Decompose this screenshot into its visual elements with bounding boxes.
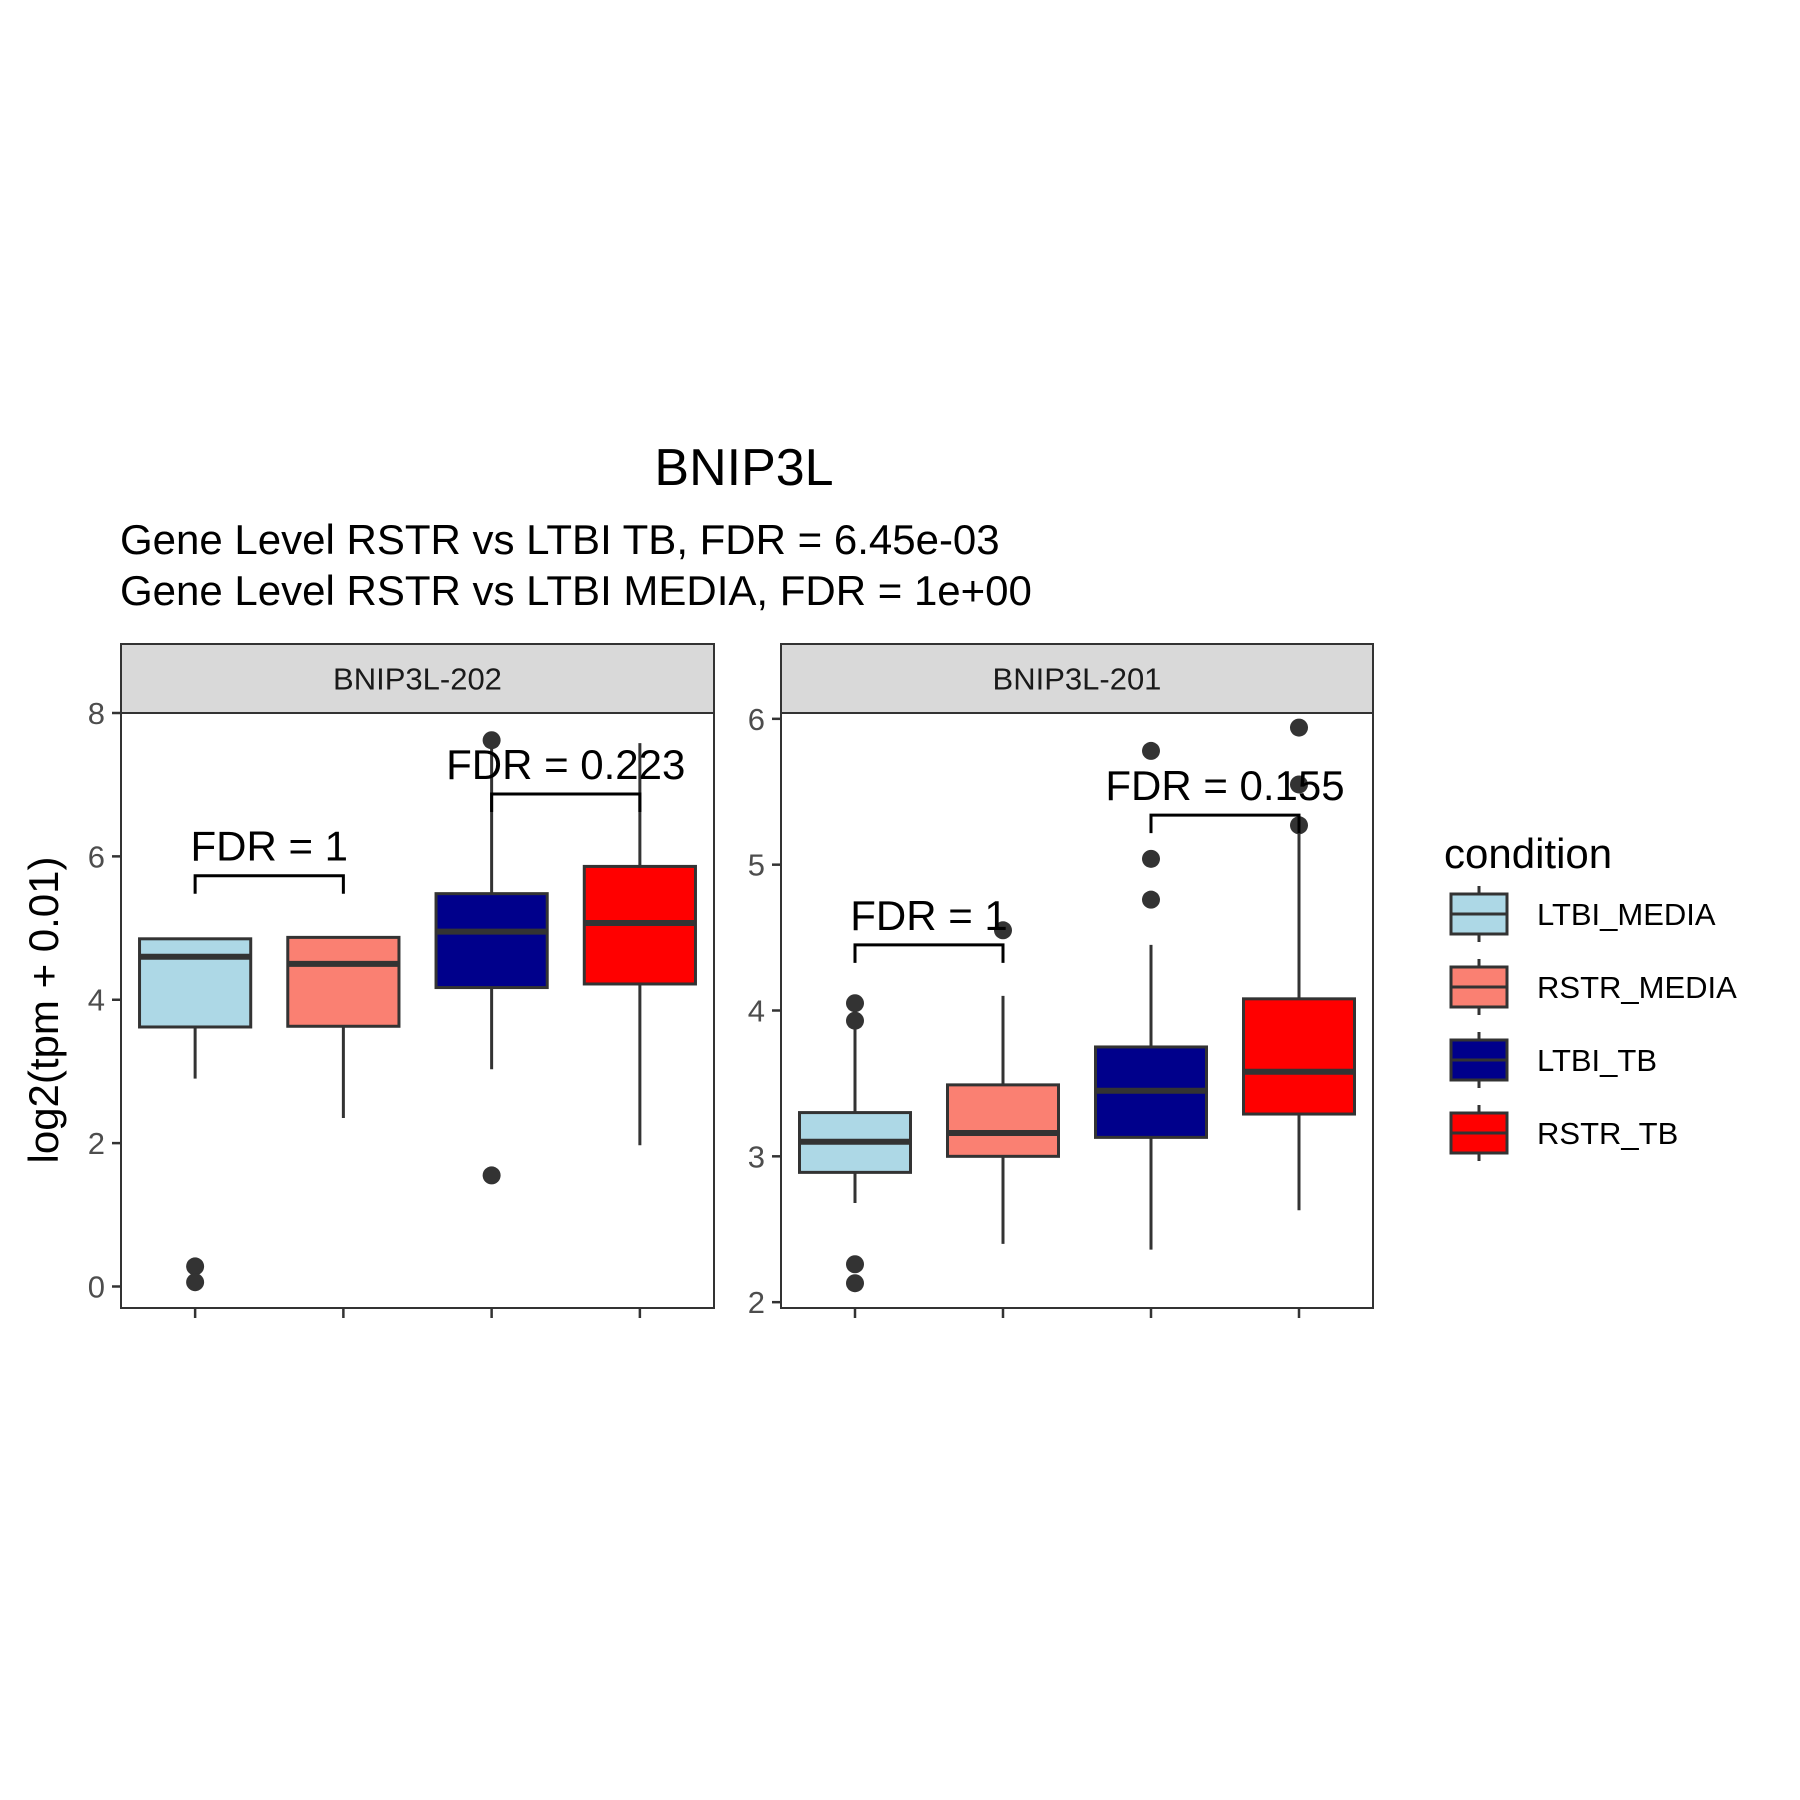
facet-strip (780, 643, 1374, 714)
box-LTBI_MEDIA (138, 937, 253, 1292)
y-tick-label: 8 (88, 696, 105, 731)
outlier-point (1142, 890, 1160, 909)
plot-subtitle-line-2: Gene Level RSTR vs LTBI MEDIA, FDR = 1e+… (120, 567, 1032, 614)
legend-key-RSTR_TB: RSTR_TB (1449, 1105, 1678, 1161)
outlier-point (846, 1274, 864, 1293)
outlier-point (994, 921, 1012, 940)
y-tick-label: 2 (88, 1126, 105, 1161)
outlier-point (482, 1166, 501, 1185)
outlier-point (846, 1255, 864, 1274)
bracket-line (1149, 813, 1301, 834)
outlier-point (186, 1273, 205, 1292)
box-iqr (1242, 997, 1356, 1116)
bracket-line (853, 943, 1005, 963)
facet-strip-label: BNIP3L-202 (333, 662, 502, 697)
comparison-bracket: FDR = 1 (190, 823, 348, 894)
facet-strip (120, 643, 715, 714)
bracket-line (193, 874, 345, 894)
plot-title: BNIP3L (654, 439, 833, 497)
y-tick-label: 6 (88, 839, 105, 874)
fdr-label: FDR = 0.223 (446, 741, 685, 788)
legend-key-LTBI_MEDIA: LTBI_MEDIA (1449, 886, 1716, 942)
y-tick-label: 6 (748, 702, 765, 737)
legend-label: RSTR_TB (1537, 1116, 1678, 1151)
outlier-point (1142, 741, 1160, 760)
fdr-label: FDR = 1 (850, 892, 1008, 939)
y-tick-label: 5 (748, 848, 765, 883)
box-LTBI_TB (1094, 741, 1208, 1250)
fdr-label: FDR = 0.155 (1105, 762, 1344, 809)
box-RSTR_MEDIA (286, 935, 401, 1119)
y-tick-label: 0 (88, 1269, 105, 1304)
outlier-point (482, 731, 501, 750)
legend-key-RSTR_MEDIA: RSTR_MEDIA (1449, 959, 1737, 1015)
legend-keys: LTBI_MEDIA RSTR_MEDIA LTBI_TB RSTR_TB (1449, 886, 1737, 1161)
legend-title: condition (1444, 830, 1612, 877)
box-iqr (138, 937, 253, 1029)
comparison-bracket: FDR = 1 (850, 892, 1008, 963)
panel-BNIP3L-201: BNIP3L-201 2 3 4 5 6 FDR = 1 FDR = 0.155 (748, 643, 1374, 1320)
comparison-bracket: FDR = 0.223 (446, 741, 685, 813)
box-RSTR_MEDIA (946, 921, 1060, 1244)
y-tick-label: 3 (748, 1139, 765, 1174)
outlier-point (1290, 775, 1308, 794)
comparison-bracket: FDR = 0.155 (1105, 762, 1345, 834)
plot-subtitle-line-1: Gene Level RSTR vs LTBI TB, FDR = 6.45e-… (120, 516, 1000, 563)
fdr-label: FDR = 1 (190, 823, 348, 870)
bracket-line (490, 792, 642, 813)
outlier-point (1290, 718, 1308, 737)
y-axis-title: log2(tpm + 0.01) (20, 856, 67, 1163)
y-tick-label: 2 (748, 1285, 765, 1320)
legend-label: RSTR_MEDIA (1537, 970, 1737, 1005)
outlier-point (846, 1011, 864, 1030)
box-iqr (286, 935, 401, 1028)
legend: condition LTBI_MEDIA RSTR_MEDIA LTBI_TB RST… (1444, 830, 1737, 1161)
outlier-point (186, 1257, 205, 1276)
outlier-point (846, 994, 864, 1013)
y-tick-label: 4 (88, 983, 105, 1018)
panel-BNIP3L-202: BNIP3L-202 0 2 4 6 8 FDR = 1 FDR = 0.223 (88, 643, 715, 1318)
y-tick-label: 4 (748, 994, 765, 1029)
legend-label: LTBI_TB (1537, 1043, 1657, 1078)
outlier-point (1142, 849, 1160, 868)
box-LTBI_MEDIA (798, 994, 912, 1293)
legend-key-LTBI_TB: LTBI_TB (1449, 1032, 1657, 1088)
box-LTBI_TB (434, 731, 549, 1185)
box-iqr (946, 1083, 1060, 1158)
box-iqr (434, 892, 549, 990)
facet-strip-label: BNIP3L-201 (993, 662, 1162, 697)
legend-label: LTBI_MEDIA (1537, 897, 1716, 932)
